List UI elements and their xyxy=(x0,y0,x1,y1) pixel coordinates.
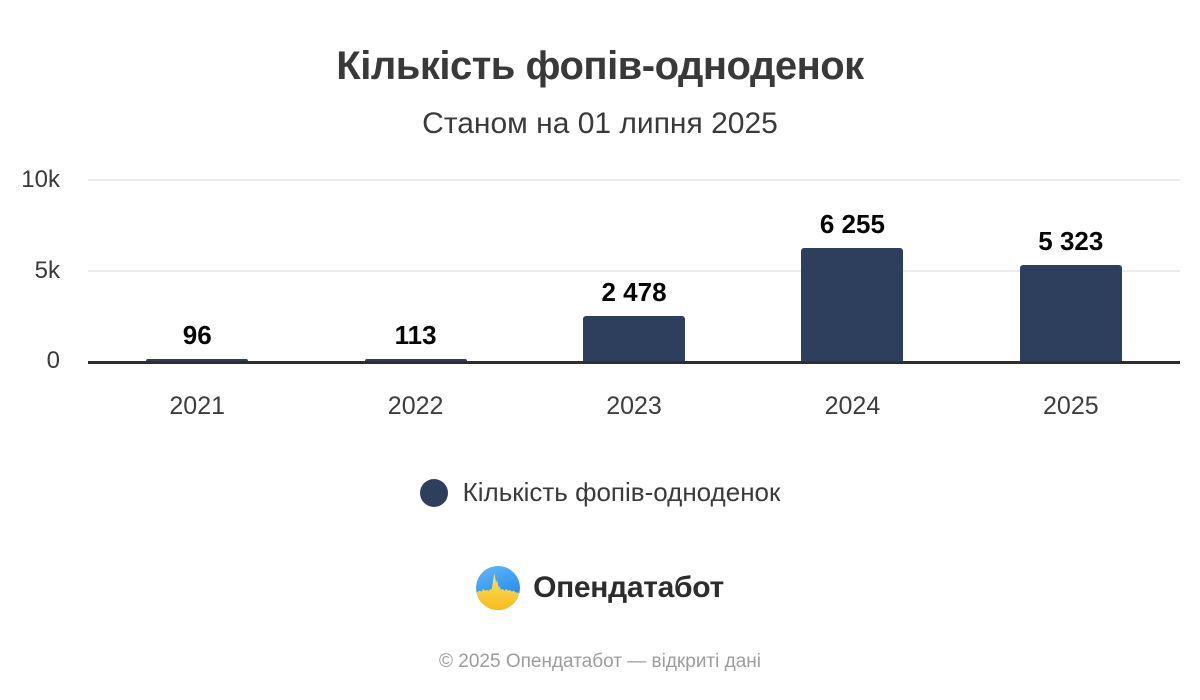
x-axis: 2021 2022 2023 2024 2025 xyxy=(88,392,1180,421)
legend-label: Кількість фопів-одноденок xyxy=(462,477,781,507)
x-axis-label: 2022 xyxy=(387,392,444,420)
bar-value-label: 2 478 xyxy=(601,277,667,307)
y-axis-tick-label: 5k xyxy=(34,256,60,284)
chart-subtitle: Станом на 01 липня 2025 xyxy=(422,107,778,140)
bar-column: 113 xyxy=(306,180,524,361)
y-axis: 0 5k 10k xyxy=(0,166,60,374)
bar-2025[interactable] xyxy=(1019,265,1122,361)
bar-column: 6 255 xyxy=(743,180,961,361)
x-axis-label: 2021 xyxy=(169,392,226,420)
bar-2023[interactable] xyxy=(583,316,686,361)
x-axis-label: 2024 xyxy=(824,392,881,420)
bar-value-label: 113 xyxy=(394,320,437,350)
bar-value-label: 5 323 xyxy=(1038,226,1104,256)
bar-2024[interactable] xyxy=(801,248,904,361)
bar-2021[interactable] xyxy=(146,359,249,361)
bar-columns: 96 113 2 478 6 255 5 323 xyxy=(88,180,1180,361)
x-axis-label: 2025 xyxy=(1043,392,1099,420)
bar-column: 5 323 xyxy=(962,180,1180,361)
opendatabot-logo: Опендатабот xyxy=(0,566,1200,610)
opendatabot-pulse-circle-icon xyxy=(476,566,521,610)
bar-value-label: 6 255 xyxy=(819,209,885,239)
bar-value-label: 96 xyxy=(182,320,212,350)
bar-column: 96 xyxy=(88,180,306,361)
x-axis-label: 2023 xyxy=(606,392,662,420)
bar-column: 2 478 xyxy=(525,180,743,361)
bar-chart: 0 5k 10k 96 113 2 478 6 255 5 323 2021 2022 2023… xyxy=(0,166,1200,438)
gridline xyxy=(88,179,1180,181)
y-axis-tick-label: 10k xyxy=(21,166,60,193)
chart-title: Кількість фопів-одноденок xyxy=(336,44,864,88)
copyright-text: © 2025 Опендатабот — відкриті дані xyxy=(439,651,761,672)
legend-marker xyxy=(419,478,448,507)
legend[interactable]: Кількість фопів-одноденок xyxy=(0,477,1200,508)
y-axis-tick-label: 0 xyxy=(46,347,60,374)
plot-area: 96 113 2 478 6 255 5 323 xyxy=(88,179,1180,364)
brand-name: Опендатабот xyxy=(533,571,724,604)
bar-2022[interactable] xyxy=(364,359,467,361)
gridline xyxy=(88,269,1180,272)
